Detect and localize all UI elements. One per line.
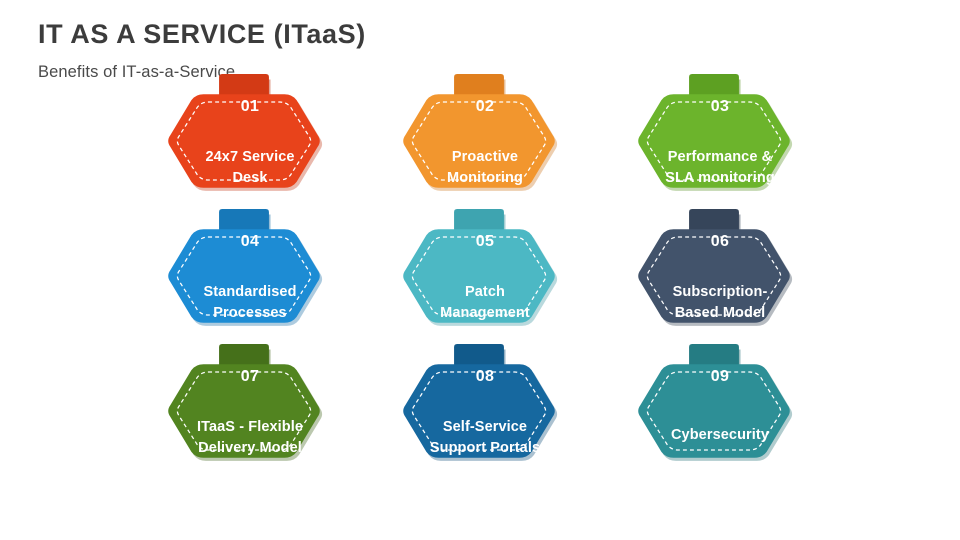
hex-card[interactable]: 05 Patch Management — [385, 209, 585, 355]
hex-body — [168, 229, 320, 323]
hex-dashed-outline — [411, 101, 547, 181]
hex-body — [638, 94, 790, 188]
hex-body — [168, 94, 320, 188]
hex-dashed-outline — [176, 101, 312, 181]
hex-shape — [638, 74, 793, 191]
slide-header: IT AS A SERVICE (ITaaS) Benefits of IT-a… — [38, 18, 738, 82]
page-title: IT AS A SERVICE (ITaaS) — [38, 19, 366, 49]
page-subtitle: Benefits of IT-as-a-Service — [38, 63, 236, 82]
hex-shape — [638, 209, 793, 326]
hex-card[interactable]: 09 Cybersecurity — [620, 344, 820, 490]
hex-card[interactable]: 08 Self-Service Support Portals — [385, 344, 585, 490]
hexagon-grid: 01 24x7 Service Desk 02 Proactive Monitorin… — [150, 74, 820, 520]
hex-shape — [403, 74, 558, 191]
hex-card[interactable]: 02 Proactive Monitoring — [385, 74, 585, 220]
hex-dashed-outline — [176, 371, 312, 451]
hex-dashed-outline — [646, 371, 782, 451]
hex-dashed-outline — [411, 236, 547, 316]
hex-body — [638, 229, 790, 323]
hex-shape — [168, 74, 323, 191]
hex-card[interactable]: 04 Standardised Processes — [150, 209, 350, 355]
hex-body — [638, 364, 790, 458]
hex-card[interactable]: 01 24x7 Service Desk — [150, 74, 350, 220]
hex-dashed-outline — [176, 236, 312, 316]
hex-card[interactable]: 06 Subscription- Based Model — [620, 209, 820, 355]
hex-shape — [403, 344, 558, 461]
hex-card[interactable]: 07 ITaaS - Flexible Delivery Model — [150, 344, 350, 490]
hex-dashed-outline — [646, 101, 782, 181]
hex-dashed-outline — [411, 371, 547, 451]
hex-shape — [168, 209, 323, 326]
hex-body — [168, 364, 320, 458]
hex-body — [403, 94, 555, 188]
hex-body — [403, 364, 555, 458]
hex-shape — [638, 344, 793, 461]
hex-shape — [403, 209, 558, 326]
hex-shape — [168, 344, 323, 461]
hex-dashed-outline — [646, 236, 782, 316]
hex-body — [403, 229, 555, 323]
hex-card[interactable]: 03 Performance & SLA monitoring — [620, 74, 820, 220]
